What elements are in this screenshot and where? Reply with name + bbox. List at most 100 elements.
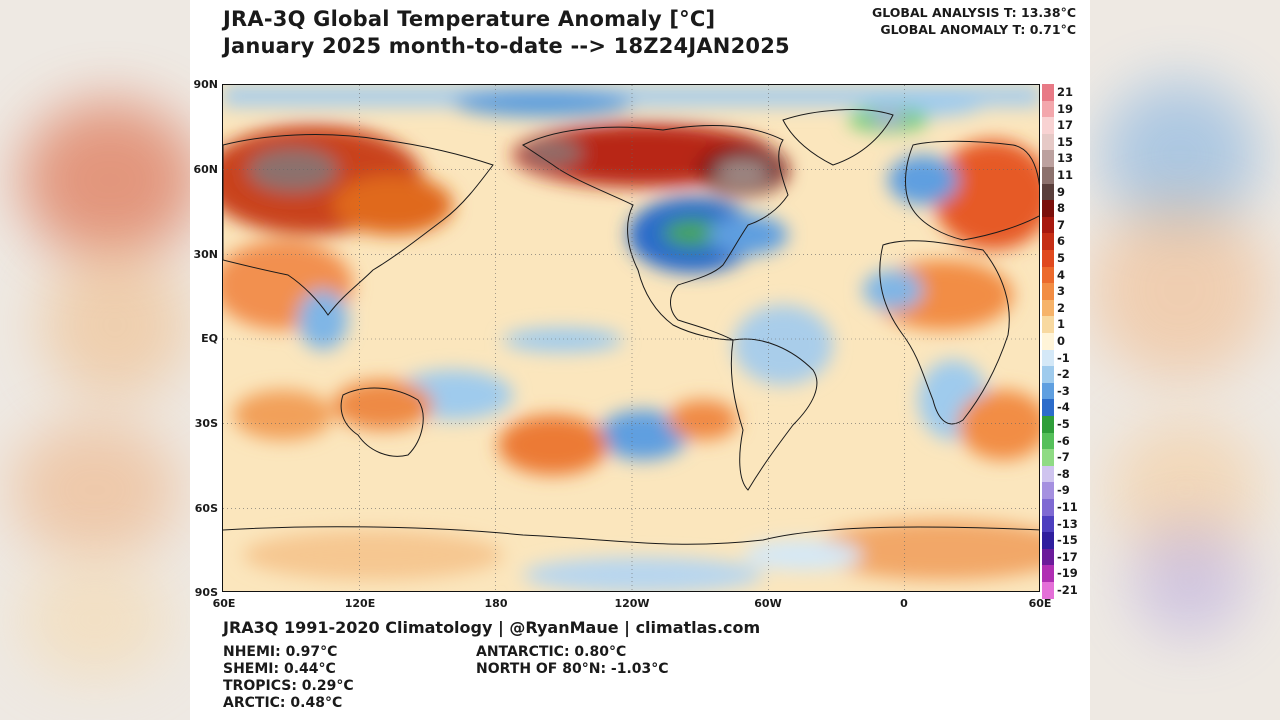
coastlines <box>223 109 1039 545</box>
colorbar-swatch <box>1042 482 1054 499</box>
colorbar-step: 3 <box>1042 283 1086 300</box>
colorbar-swatch <box>1042 84 1054 101</box>
colorbar-swatch <box>1042 183 1054 201</box>
colorbar-label: -13 <box>1057 516 1078 531</box>
lat-label-30s: 30S <box>194 417 218 430</box>
lat-label-60s: 60S <box>194 502 218 515</box>
stat-nhemi: NHEMI: 0.97°C <box>223 644 338 660</box>
colorbar-label: 6 <box>1057 234 1066 249</box>
colorbar-step: 11 <box>1042 167 1086 184</box>
colorbar-label: 9 <box>1057 184 1066 199</box>
colorbar-label: 5 <box>1057 251 1066 265</box>
stat-arctic: ARCTIC: 0.48°C <box>223 695 343 711</box>
colorbar-swatch <box>1042 200 1054 217</box>
colorbar-label: 15 <box>1057 134 1074 149</box>
colorbar-step: 4 <box>1042 266 1086 284</box>
colorbar-label: -11 <box>1057 500 1078 514</box>
colorbar-swatch <box>1042 366 1054 383</box>
colorbar-label: -19 <box>1057 566 1078 581</box>
map-subtitle: January 2025 month-to-date --> 18Z24JAN2… <box>223 34 790 58</box>
lon-label-60e-right: 60E <box>1028 597 1052 610</box>
colorbar-swatch <box>1042 465 1054 483</box>
colorbar-step: -7 <box>1042 449 1086 466</box>
colorbar-step: -1 <box>1042 349 1086 367</box>
colorbar-step: 17 <box>1042 117 1086 134</box>
anomaly-map-graphic <box>223 85 1039 591</box>
colorbar-swatch <box>1042 349 1054 367</box>
colorbar-label: -8 <box>1057 466 1070 481</box>
colorbar-label: -9 <box>1057 483 1070 498</box>
stat-shemi: SHEMI: 0.44°C <box>223 661 336 677</box>
colorbar-swatch <box>1042 449 1054 466</box>
colorbar-step: -21 <box>1042 582 1086 599</box>
colorbar-step: -9 <box>1042 482 1086 499</box>
colorbar-label: -7 <box>1057 450 1070 465</box>
colorbar-step: -11 <box>1042 499 1086 516</box>
colorbar-label: 4 <box>1057 267 1066 282</box>
colorbar-label: -15 <box>1057 533 1078 548</box>
colorbar-swatch <box>1042 582 1054 599</box>
colorbar-swatch <box>1042 250 1054 267</box>
map-title: JRA-3Q Global Temperature Anomaly [°C] <box>223 7 716 31</box>
lon-label-180: 180 <box>484 597 508 610</box>
colorbar-swatch <box>1042 117 1054 134</box>
colorbar-step: 8 <box>1042 200 1086 217</box>
colorbar-swatch <box>1042 565 1054 582</box>
colorbar-swatch <box>1042 150 1054 167</box>
colorbar-swatch <box>1042 133 1054 151</box>
colorbar-swatch <box>1042 299 1054 317</box>
lon-label-0: 0 <box>900 597 908 610</box>
colorbar-step: -2 <box>1042 366 1086 383</box>
colorbar-swatch <box>1042 100 1054 118</box>
colorbar-label: 3 <box>1057 284 1066 299</box>
colorbar-label: 11 <box>1057 168 1074 182</box>
colorbar-step: -13 <box>1042 515 1086 533</box>
colorbar-swatch <box>1042 399 1054 416</box>
colorbar-step: -5 <box>1042 416 1086 433</box>
colorbar-step: 1 <box>1042 316 1086 333</box>
stat-antarctic: ANTARCTIC: 0.80°C <box>476 644 627 660</box>
colorbar-swatch <box>1042 548 1054 566</box>
global-analysis-temperature: GLOBAL ANALYSIS T: 13.38°C <box>872 5 1076 20</box>
colorbar-swatch <box>1042 167 1054 184</box>
colorbar-swatch <box>1042 382 1054 400</box>
colorbar-label: -21 <box>1057 583 1078 597</box>
graticule <box>223 85 1039 591</box>
colorbar-swatch <box>1042 515 1054 533</box>
lon-label-60e: 60E <box>212 597 236 610</box>
colorbar-step: -6 <box>1042 432 1086 450</box>
colorbar-label: 21 <box>1057 85 1074 99</box>
colorbar-step: -19 <box>1042 565 1086 582</box>
colorbar-step: 2 <box>1042 299 1086 317</box>
lat-label-eq: EQ <box>201 332 218 345</box>
colorbar-step: 6 <box>1042 233 1086 250</box>
colorbar-step: -4 <box>1042 399 1086 416</box>
colorbar-step: 19 <box>1042 100 1086 118</box>
colorbar-swatch <box>1042 283 1054 300</box>
colorbar-label: 7 <box>1057 217 1066 232</box>
colorbar-swatch <box>1042 432 1054 450</box>
colorbar-step: -15 <box>1042 532 1086 549</box>
right-blur-background <box>1090 0 1280 720</box>
credit-line: JRA3Q 1991-2020 Climatology | @RyanMaue … <box>223 618 761 637</box>
colorbar-label: -3 <box>1057 383 1070 398</box>
left-blur-background <box>0 0 190 720</box>
colorbar-swatch <box>1042 266 1054 284</box>
colorbar-step: 7 <box>1042 216 1086 234</box>
colorbar-label: -2 <box>1057 367 1070 382</box>
colorbar-label: -1 <box>1057 350 1070 365</box>
lat-label-60n: 60N <box>193 163 218 176</box>
colorbar-swatch <box>1042 316 1054 333</box>
lon-label-120w: 120W <box>614 597 650 610</box>
colorbar-step: 5 <box>1042 250 1086 267</box>
colorbar-label: -17 <box>1057 549 1078 564</box>
colorbar-step: -8 <box>1042 465 1086 483</box>
colorbar-swatch <box>1042 216 1054 234</box>
colorbar-swatch <box>1042 532 1054 549</box>
lat-label-30n: 30N <box>193 248 218 261</box>
colorbar-step: 15 <box>1042 133 1086 151</box>
colorbar-swatch <box>1042 333 1054 350</box>
anomaly-map <box>222 84 1040 592</box>
lat-label-90s: 90S <box>194 586 218 599</box>
colorbar-swatch <box>1042 416 1054 433</box>
